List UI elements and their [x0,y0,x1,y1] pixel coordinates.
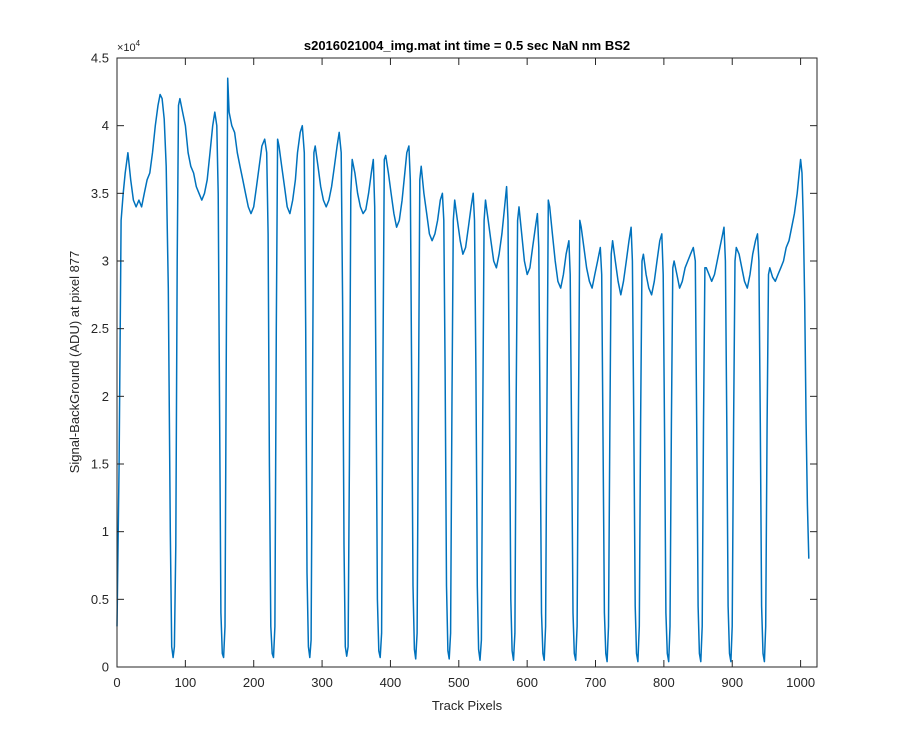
x-axis: 0 100 200 300 400 500 600 700 800 900 1000 [113,58,815,690]
y-tick-label: 0.5 [91,592,109,607]
y-tick-label: 4.5 [91,51,109,66]
y-tick-label: 1 [102,524,109,539]
y-tick-label: 1.5 [91,457,109,472]
series-line [116,77,810,663]
x-tick-label: 900 [721,675,743,690]
plot-area [116,57,818,668]
x-tick-label: 500 [448,675,470,690]
x-tick-label: 700 [585,675,607,690]
chart-title: s2016021004_img.mat int time = 0.5 sec N… [304,38,630,53]
y-axis-label: Signal-BackGround (ADU) at pixel 877 [67,251,82,474]
x-tick-label: 600 [516,675,538,690]
y-axis: 0 0.5 1 1.5 2 2.5 3 3.5 4 4.5 [91,51,817,675]
y-tick-label: 0 [102,660,109,675]
x-tick-label: 400 [380,675,402,690]
y-tick-label: 3.5 [91,186,109,201]
x-tick-label: 300 [311,675,333,690]
y-tick-label: 2 [102,389,109,404]
x-tick-label: 200 [243,675,265,690]
axes-box [117,58,817,667]
x-axis-label: Track Pixels [432,698,503,713]
y-tick-label: 3 [102,254,109,269]
axes-frame [116,57,818,668]
x-tick-label: 800 [653,675,675,690]
x-tick-label: 100 [175,675,197,690]
y-tick-label: 4 [102,118,109,133]
y-axis-multiplier: ×104 [117,39,141,54]
x-tick-label: 1000 [786,675,815,690]
x-tick-label: 0 [113,675,120,690]
y-tick-label: 2.5 [91,321,109,336]
